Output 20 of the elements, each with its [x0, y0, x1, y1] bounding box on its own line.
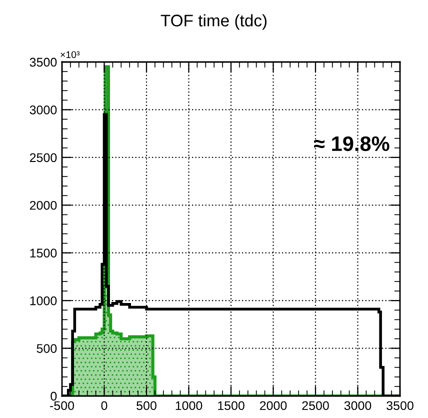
x-tick-label: 3000 [344, 401, 372, 410]
y-tick-label: 2000 [30, 200, 57, 210]
y-tick-label: 2500 [30, 153, 57, 162]
x-tick-label: 3500 [386, 401, 414, 410]
y-tick-label: 500 [36, 344, 57, 353]
y-tick-label: 0 [50, 392, 57, 401]
y-tick-label: 3500 [30, 58, 57, 67]
x-tick-label: 0 [101, 401, 108, 410]
annotation: ≈ 19.8% [314, 136, 390, 152]
x-tick-label: 2500 [302, 401, 329, 410]
x-tick-label: 1500 [218, 401, 244, 410]
x-tick-label: 1000 [176, 401, 202, 410]
y-tick-label: 3000 [30, 106, 57, 114]
x-tick-label: 2000 [260, 401, 287, 410]
y-tick-label: 1000 [30, 296, 57, 306]
chart-title: TOF time (tdc) [160, 14, 267, 30]
x-tick-label: -500 [50, 401, 74, 410]
text: ×10³ [60, 51, 80, 58]
x-tick-label: 500 [136, 401, 156, 410]
y-tick-label: 1500 [30, 248, 57, 258]
